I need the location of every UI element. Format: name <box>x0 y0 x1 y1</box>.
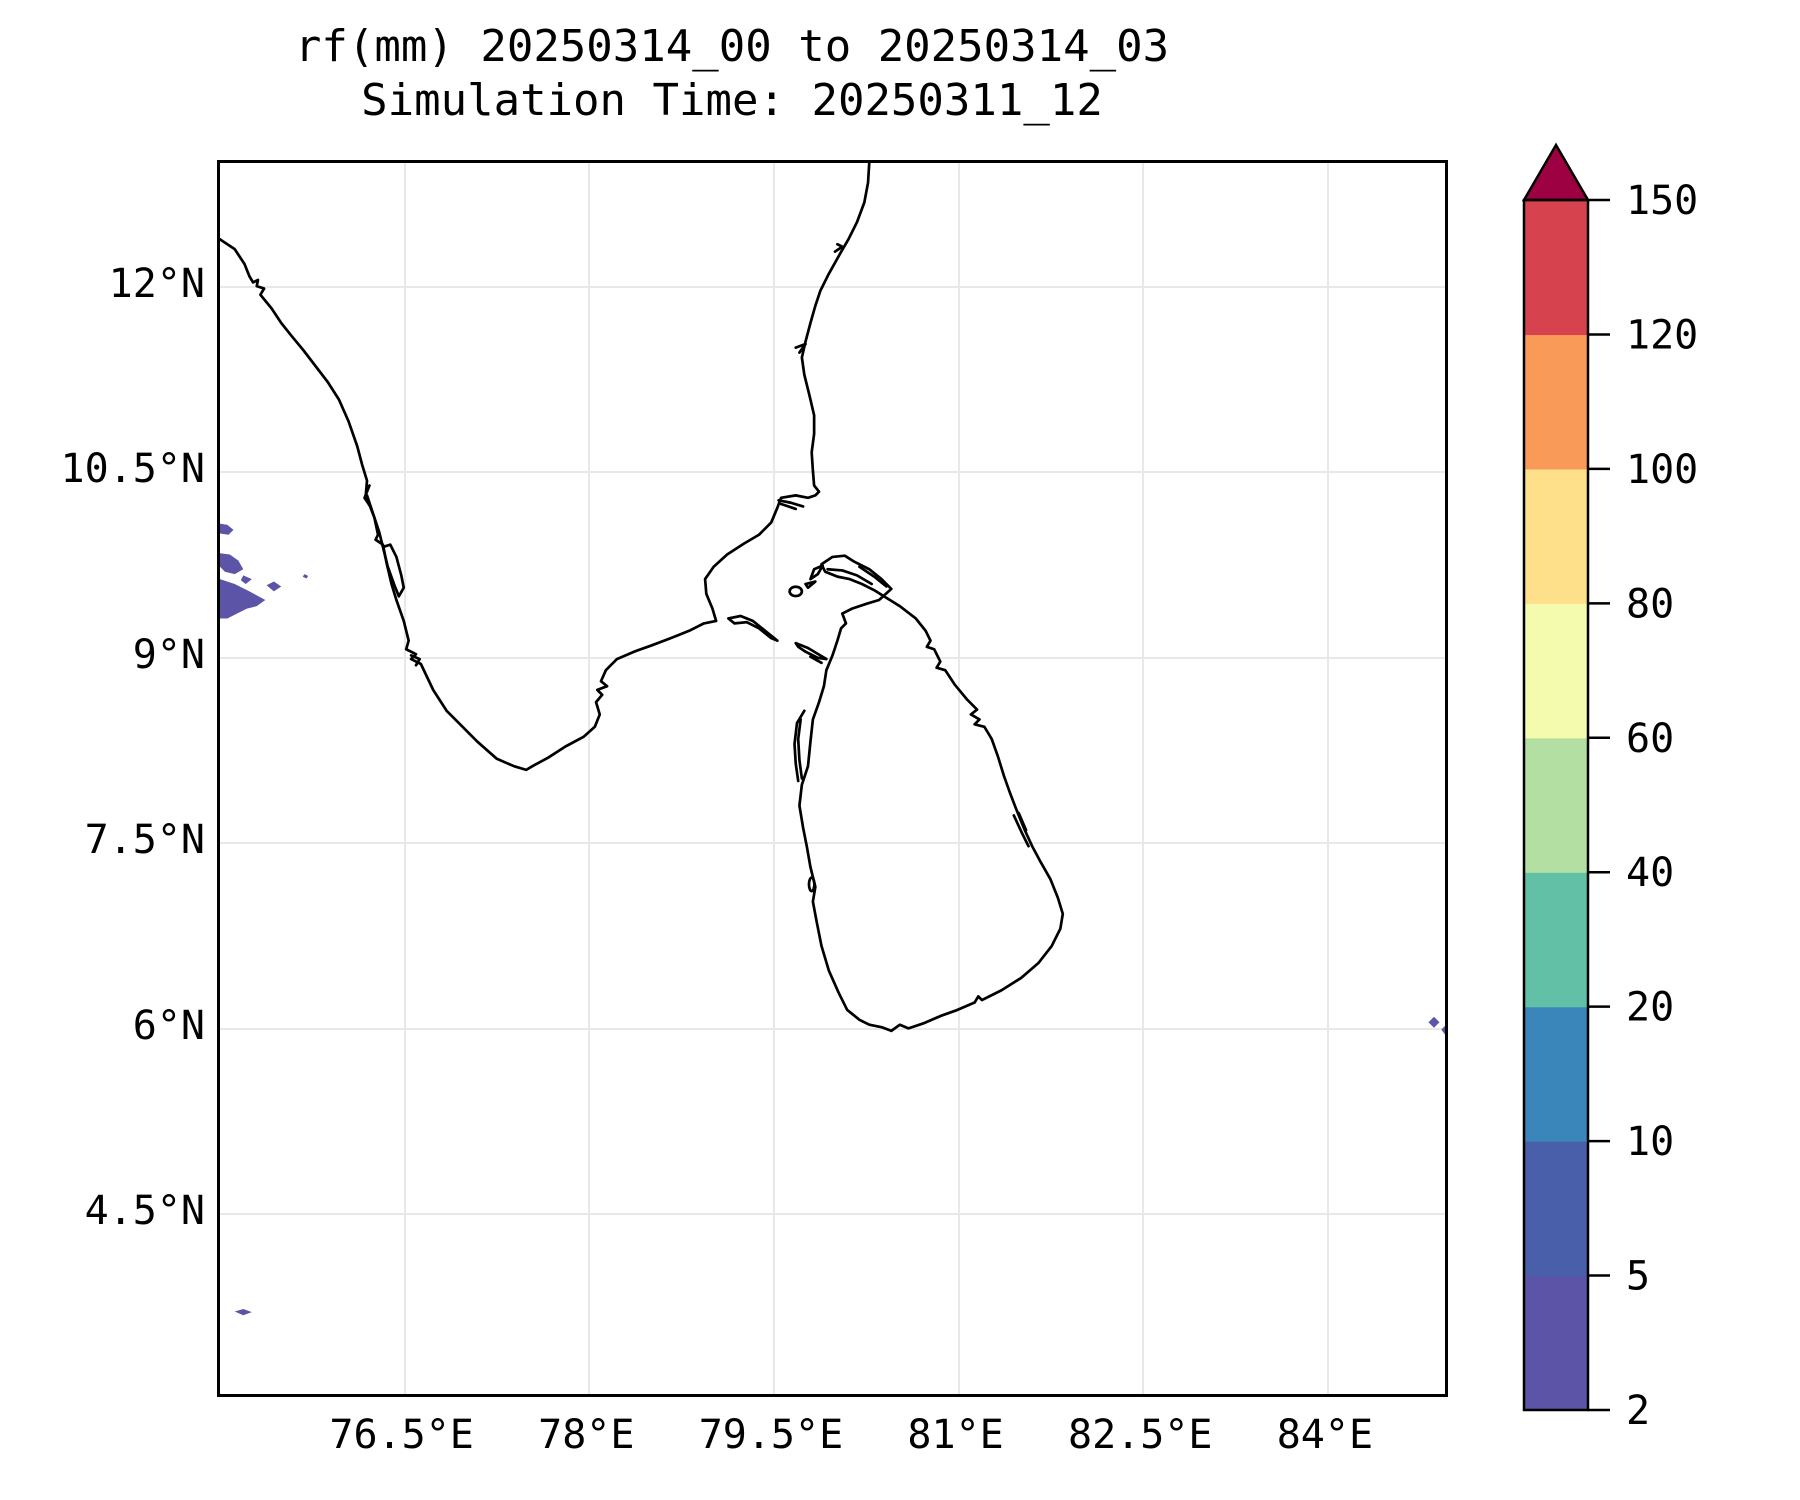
pamban-rameswaram-island <box>727 614 779 642</box>
colorbar-segment <box>1524 334 1588 470</box>
gridline-vertical <box>1326 163 1329 1394</box>
y-tick-label: 9°N <box>132 631 205 678</box>
gridline-vertical <box>588 163 591 1394</box>
gridline-horizontal <box>220 285 1445 288</box>
y-tick-label: 6°N <box>132 1002 205 1049</box>
colorbar-tick-label: 120 <box>1626 312 1698 358</box>
jaffna-lagoon-lines <box>826 565 888 588</box>
sri-lanka-coastline <box>798 554 1065 1033</box>
gridline-vertical <box>957 163 960 1394</box>
colorbar-segment <box>1524 872 1588 1008</box>
rain-patch-kerala-offshore-4 <box>266 581 282 592</box>
gridline-horizontal <box>220 1027 1445 1030</box>
colorbar-tick-label: 150 <box>1626 178 1698 224</box>
colorbar-tick-label: 5 <box>1626 1254 1650 1300</box>
y-tick-label: 7.5°N <box>84 817 205 864</box>
chart-subtitle: Simulation Time: 20250311_12 <box>361 75 1103 126</box>
x-tick-label: 79.5°E <box>698 1412 844 1458</box>
colorbar-segment <box>1524 1006 1588 1142</box>
gridline-vertical <box>403 163 406 1394</box>
colorbar-extend-arrow <box>1521 142 1591 202</box>
rain-dash-southwest <box>234 1309 252 1316</box>
kayts-islands <box>804 564 825 590</box>
rain-speck-east-edge <box>1441 1025 1445 1035</box>
x-tick-label: 84°E <box>1276 1412 1374 1458</box>
map-canvas <box>220 163 1445 1316</box>
kerala-backwaters <box>363 484 422 667</box>
y-tick-label: 10.5°N <box>60 446 206 493</box>
x-tick-label: 81°E <box>907 1412 1004 1458</box>
colorbar-segment <box>1524 468 1588 604</box>
rain-patch-kerala-offshore-5 <box>220 579 266 619</box>
rain-patch-kerala-offshore-3 <box>240 575 252 585</box>
map-plot-area <box>217 160 1448 1397</box>
coastlines <box>220 163 1065 1033</box>
mannar-island <box>794 641 828 665</box>
gridline-horizontal <box>220 471 1445 474</box>
colorbar-segment <box>1524 200 1588 336</box>
x-tick-label: 78°E <box>538 1412 635 1458</box>
rainfall-patches <box>220 523 1445 1316</box>
batticaloa-lagoon-lines <box>1012 811 1030 848</box>
chart-title: rf(mm) 20250314_00 to 20250314_03 <box>294 21 1170 72</box>
rain-patch-kerala-offshore-2 <box>220 553 244 575</box>
negombo-lagoon <box>807 876 816 893</box>
gridline-vertical <box>772 163 775 1394</box>
y-tick-label: 4.5°N <box>84 1188 205 1235</box>
colorbar-tick-label: 80 <box>1626 581 1674 627</box>
colorbar-tick-label: 40 <box>1626 850 1674 896</box>
colorbar-tick-label: 10 <box>1626 1119 1674 1165</box>
kalpitiya-peninsula <box>793 709 806 783</box>
colorbar-segment <box>1524 603 1588 739</box>
colorbar-tick-label: 20 <box>1626 985 1674 1031</box>
x-tick-label: 76.5°E <box>329 1412 474 1458</box>
colorbar: 2 5 10 20 40 60 80 100 120 150 <box>1521 142 1698 1434</box>
delft-island <box>788 585 804 598</box>
colorbar-segment <box>1524 737 1588 873</box>
gridline-vertical <box>1142 163 1145 1394</box>
colorbar-tick-label: 100 <box>1626 447 1698 493</box>
x-tick-label: 82.5°E <box>1068 1412 1213 1458</box>
east-coast-estuary-marks <box>794 242 844 354</box>
colorbar-segment <box>1524 1141 1588 1277</box>
colorbar-tick-label: 60 <box>1626 716 1674 762</box>
rain-speck-kerala <box>302 574 309 579</box>
india-coastline <box>220 163 871 772</box>
rain-diamond-east-edge <box>1428 1016 1440 1028</box>
colorbar-outline <box>1522 198 1590 1412</box>
colorbar-segment <box>1524 1275 1588 1411</box>
gridline-horizontal <box>220 1213 1445 1216</box>
rain-patch-kerala-offshore-1 <box>220 523 234 535</box>
vedaranyam-spit-lines <box>777 498 805 511</box>
y-tick-label: 12°N <box>108 260 205 307</box>
gridline-horizontal <box>220 842 1445 845</box>
colorbar-tick-label: 2 <box>1626 1388 1650 1434</box>
